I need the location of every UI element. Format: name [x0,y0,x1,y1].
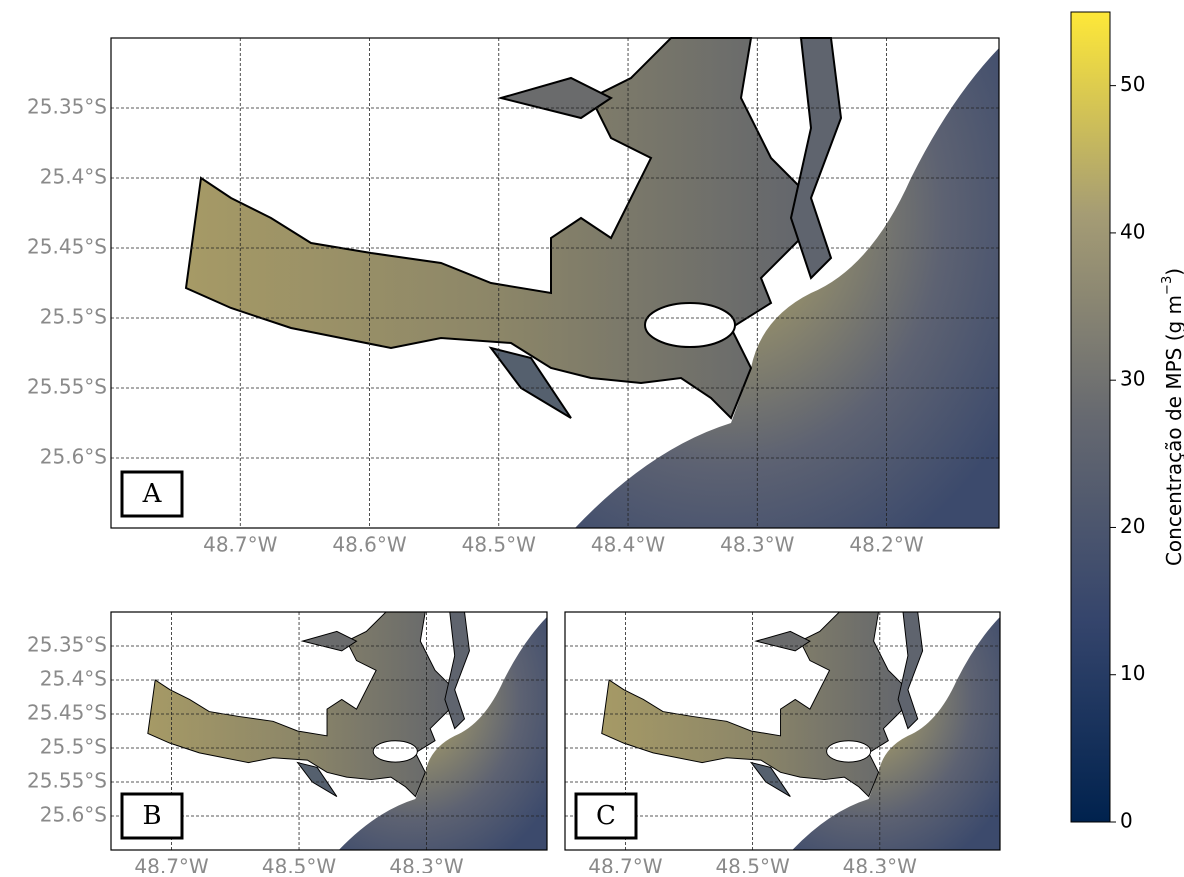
panel-label: B [142,801,161,831]
colorbar-label: Concentração de MPS (g m−3) [1160,268,1184,566]
x-tick-label: 48.6°W [332,533,407,557]
x-tick-label: 48.7°W [588,855,663,874]
colorbar-tick-label: 40 [1120,219,1145,243]
y-tick-label: 25.6°S [40,445,107,469]
colorbar-tick-label: 20 [1120,514,1145,538]
y-tick-label: 25.5°S [40,305,107,329]
figure: 48.7°W 48.6°W 48.5°W 48.4°W 48.3°W 48.2°W 25.3… [0,0,1184,873]
y-tick-label: 25.35°S [27,633,107,657]
y-tick-label: 25.4°S [40,165,107,189]
colorbar-label-suffix: ) [1162,268,1184,276]
colorbar-tick-label: 50 [1120,72,1145,96]
x-tick-label: 48.7°W [203,533,278,557]
panel-label: C [596,801,616,831]
x-tick-label: 48.3°W [389,855,464,874]
panel-label: A [142,479,163,509]
y-tick-label: 25.5°S [40,735,107,759]
x-tick-label: 48.5°W [715,855,790,874]
y-tick-label: 25.45°S [27,701,107,725]
x-tick-label: 48.4°W [591,533,666,557]
x-tick-label: 48.5°W [262,855,337,874]
colorbar [1071,12,1110,822]
y-tick-label: 25.35°S [27,95,107,119]
map-image [148,612,547,850]
colorbar-label-superscript: −3 [1160,276,1175,295]
y-tick-label: 25.55°S [27,375,107,399]
colorbar-tick-label: 10 [1120,661,1145,685]
x-tick-label: 48.5°W [462,533,537,557]
map-image [186,38,999,528]
y-tick-label: 25.6°S [40,803,107,827]
x-tick-label: 48.2°W [849,533,924,557]
colorbar-tick-label: 0 [1120,809,1133,833]
y-tick-label: 25.45°S [27,235,107,259]
y-tick-label: 25.55°S [27,769,107,793]
x-tick-label: 48.3°W [720,533,795,557]
colorbar-label-text: Concentração de MPS (g m [1162,295,1184,566]
x-tick-label: 48.3°W [843,855,918,874]
x-tick-label: 48.7°W [134,855,209,874]
y-tick-label: 25.4°S [40,667,107,691]
map-image [602,612,1000,850]
colorbar-tick-label: 30 [1120,367,1145,391]
